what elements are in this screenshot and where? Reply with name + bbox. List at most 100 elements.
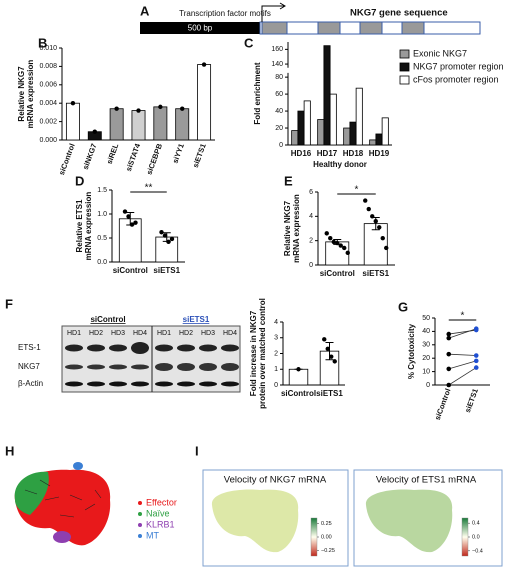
band — [177, 344, 195, 352]
lane-label: HD2 — [179, 330, 193, 337]
blot — [61, 325, 241, 393]
y-axis-label: Relative NKG7 — [283, 200, 292, 256]
data-point — [159, 230, 164, 235]
bar — [65, 102, 80, 141]
panel-letter: E — [284, 173, 293, 188]
bar — [355, 87, 363, 146]
band — [155, 344, 173, 352]
blot-bands — [65, 342, 239, 387]
x-tick-label: siETS1 — [463, 387, 480, 414]
y-tick-label: 30 — [422, 342, 430, 349]
data-point — [136, 108, 141, 113]
lane-label: HD4 — [133, 330, 147, 337]
row-label: NKG7 — [18, 362, 40, 371]
band — [131, 342, 149, 354]
bar — [197, 64, 212, 141]
data-point — [126, 214, 131, 219]
data-point — [114, 106, 119, 111]
x-tick-label: HD19 — [369, 149, 390, 158]
umap-mt — [73, 462, 83, 470]
band — [221, 381, 239, 387]
band — [221, 344, 239, 352]
bar — [329, 93, 337, 146]
y-tick-label: 80 — [275, 74, 283, 81]
x-tick-label: HD16 — [291, 149, 312, 158]
y-tick-label: 20 — [275, 125, 283, 132]
data-point — [446, 382, 452, 388]
data-point — [158, 104, 163, 110]
legend-label: cFos promoter region — [413, 74, 499, 84]
y-tick-label: 60 — [275, 91, 283, 98]
legend-dot — [138, 501, 142, 505]
velocity-arrows — [24, 479, 102, 518]
data-point — [335, 240, 340, 246]
bar — [291, 130, 299, 146]
data-point — [70, 101, 76, 106]
promoter-bar — [140, 22, 260, 34]
data-point — [473, 365, 479, 370]
data-point — [129, 222, 135, 227]
legend-dot — [138, 523, 142, 527]
y-tick-label: 0 — [426, 382, 430, 389]
y-tick-label: 40 — [275, 108, 283, 115]
bar — [323, 45, 331, 146]
pair-line — [448, 360, 477, 370]
data-point — [331, 239, 336, 245]
y-tick-label: 0.000 — [39, 137, 57, 144]
band — [131, 364, 149, 370]
row-label: β-Actin — [18, 379, 43, 388]
group-label: siETS1 — [183, 315, 210, 324]
panel-letter: B — [38, 35, 47, 50]
lane-label: HD1 — [157, 330, 171, 337]
lane-label: HD1 — [67, 330, 81, 337]
band — [65, 381, 83, 387]
x-tick-label: HD17 — [317, 149, 338, 158]
y-tick-label: 10 — [422, 368, 430, 375]
colorbar-tick-label: 0.25 — [321, 521, 332, 527]
band — [65, 364, 83, 370]
pair-line — [448, 367, 477, 386]
data-point — [446, 335, 452, 341]
data-point — [380, 236, 385, 241]
band — [155, 363, 173, 371]
band — [109, 344, 127, 352]
data-point — [384, 245, 389, 251]
band — [87, 364, 105, 370]
significance-label: ** — [145, 183, 153, 194]
data-point — [169, 236, 175, 242]
bar — [303, 100, 311, 146]
data-point — [325, 346, 330, 351]
colorbar-tick-label: 0.4 — [472, 521, 480, 527]
y-axis-label: Relative ETS1 — [75, 199, 84, 252]
band — [199, 363, 217, 371]
x-tick-label: siControl — [320, 269, 355, 278]
data-point — [473, 358, 479, 364]
band — [155, 381, 173, 387]
data-point — [338, 243, 343, 248]
band — [65, 344, 83, 352]
x-tick-label: siYY1 — [171, 142, 186, 164]
legend-dot — [138, 512, 142, 516]
band — [109, 381, 127, 387]
data-point — [180, 106, 185, 111]
colorbar — [310, 517, 318, 557]
legend-dot — [138, 534, 142, 538]
legend-label: NKG7 promoter region — [413, 61, 504, 71]
legend-label: Exonic NKG7 — [413, 48, 467, 58]
y-axis-label: Relative NKG7 — [17, 66, 26, 122]
data-point — [446, 366, 452, 372]
y-tick-label: 1.5 — [97, 187, 107, 194]
x-tick-label: siETS1 — [153, 266, 180, 275]
pair-line — [448, 329, 477, 335]
lane-label: HD4 — [223, 330, 237, 337]
data-point — [296, 367, 301, 372]
plot-title: Velocity of ETS1 mRNA — [376, 475, 477, 486]
significance-label: * — [461, 311, 465, 322]
y-tick-label: 0.002 — [39, 118, 57, 125]
y-tick-label: 50 — [422, 315, 430, 322]
y-tick-label: 0.006 — [39, 82, 57, 89]
x-tick-label: siETS1 — [316, 389, 343, 398]
band — [87, 344, 105, 352]
